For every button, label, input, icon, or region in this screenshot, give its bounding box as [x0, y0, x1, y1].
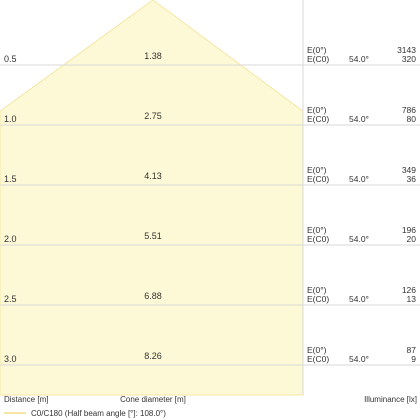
row-distance-label: 0.5	[4, 54, 17, 64]
row-distance-label: 2.5	[4, 294, 17, 304]
row-angle-label: 54.0°	[349, 174, 369, 184]
row-ec0-value: 20	[407, 234, 417, 244]
distance-axis-label: Distance [m]	[4, 395, 48, 404]
row-ec0-value: 320	[402, 54, 416, 64]
row-angle-label: 54.0°	[349, 114, 369, 124]
row-e0-value: 126	[402, 285, 416, 295]
row-e0-value: 87	[407, 345, 417, 355]
row-cone-diameter: 5.51	[144, 231, 162, 241]
row-e0-label: E(0°)	[307, 345, 327, 355]
row-distance-label: 3.0	[4, 354, 17, 364]
row-e0-label: E(0°)	[307, 105, 327, 115]
row-ec0-label: E(C0)	[307, 234, 329, 244]
row-angle-label: 54.0°	[349, 354, 369, 364]
row-ec0-label: E(C0)	[307, 114, 329, 124]
row-angle-label: 54.0°	[349, 294, 369, 304]
row-distance-label: 2.0	[4, 234, 17, 244]
row-e0-value: 786	[402, 105, 416, 115]
row-ec0-label: E(C0)	[307, 174, 329, 184]
row-cone-diameter: 2.75	[144, 111, 162, 121]
row-e0-value: 196	[402, 225, 416, 235]
row-ec0-label: E(C0)	[307, 54, 329, 64]
row-distance-label: 1.5	[4, 174, 17, 184]
row-cone-diameter: 1.38	[144, 51, 162, 61]
row-angle-label: 54.0°	[349, 54, 369, 64]
row-e0-label: E(0°)	[307, 165, 327, 175]
row-ec0-value: 9	[411, 354, 416, 364]
row-cone-diameter: 4.13	[144, 171, 162, 181]
legend-text: C0/C180 (Half beam angle [°]: 108.0°)	[31, 409, 166, 418]
row-ec0-label: E(C0)	[307, 294, 329, 304]
row-ec0-value: 36	[407, 174, 417, 184]
row-e0-label: E(0°)	[307, 225, 327, 235]
beam-cone	[0, 0, 304, 396]
row-e0-label: E(0°)	[307, 45, 327, 55]
row-cone-diameter: 8.26	[144, 351, 162, 361]
row-ec0-label: E(C0)	[307, 354, 329, 364]
cone-axis-label: Cone diameter [m]	[120, 395, 186, 404]
row-distance-label: 1.0	[4, 114, 17, 124]
row-angle-label: 54.0°	[349, 234, 369, 244]
illuminance-axis-label: Illuminance [lx]	[364, 395, 417, 404]
row-e0-value: 3143	[397, 45, 416, 55]
row-ec0-value: 80	[407, 114, 417, 124]
row-ec0-value: 13	[407, 294, 417, 304]
row-e0-value: 349	[402, 165, 416, 175]
row-cone-diameter: 6.88	[144, 291, 162, 301]
row-e0-label: E(0°)	[307, 285, 327, 295]
